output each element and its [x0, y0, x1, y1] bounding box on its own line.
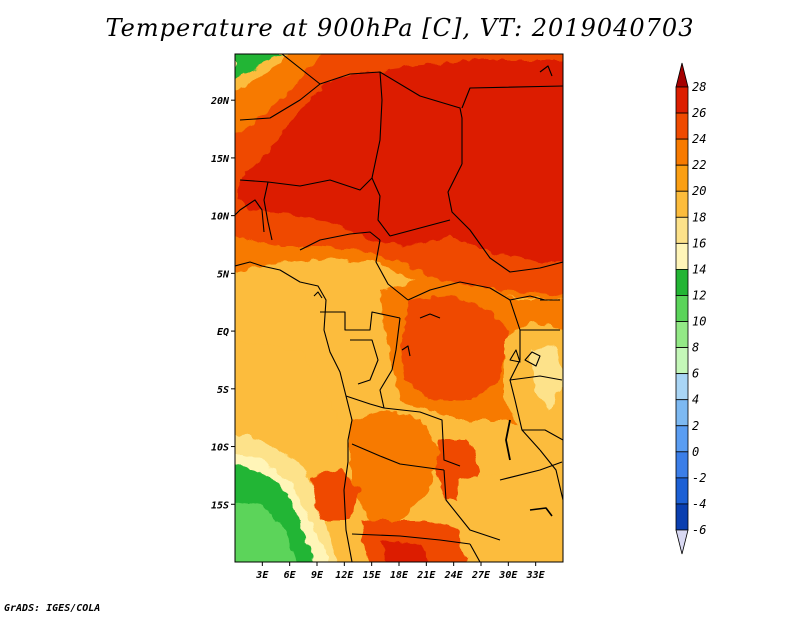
colorbar-label: 26	[692, 106, 706, 120]
colorbar-label: 22	[692, 158, 706, 172]
lat-tick-label: 10N	[211, 212, 230, 223]
colorbar-label: 20	[692, 184, 706, 198]
grads-credit: GrADS: IGES/COLA	[4, 603, 101, 614]
colorbar-swatch	[675, 112, 689, 140]
lon-tick-label: 6E	[284, 570, 297, 581]
lat-tick-label: 10S	[211, 443, 229, 454]
colorbar-swatch	[675, 321, 689, 348]
colorbar-swatch	[675, 269, 689, 296]
colorbar-swatch	[675, 477, 689, 505]
colorbar-swatch	[675, 190, 689, 218]
colorbar-bottom-triangle	[675, 529, 689, 555]
colorbar-swatch	[675, 86, 689, 114]
colorbar-label: -2	[692, 471, 706, 485]
colorbar-swatch	[675, 425, 689, 453]
colorbar-swatch	[675, 451, 689, 479]
lat-tick-label: EQ	[217, 327, 229, 338]
lat-tick-label: 5S	[217, 385, 229, 396]
colorbar-swatch	[675, 216, 689, 244]
colorbar-label: 24	[692, 132, 706, 146]
lon-tick-label: 18E	[390, 570, 409, 581]
longitude-axis: 3E 6E 9E 12E 15E 18E 21E 24E 27E 30E 33E	[255, 562, 546, 581]
colorbar-label: 12	[692, 288, 706, 302]
map-title: Temperature at 900hPa [C], VT: 201904070…	[105, 14, 695, 42]
colorbar-swatch	[675, 503, 689, 531]
colorbar-label: 10	[692, 315, 706, 329]
colorbar-label: 16	[692, 236, 706, 250]
colorbar-swatch	[675, 347, 689, 375]
colorbar-label: 4	[692, 393, 699, 407]
colorbar-swatch	[675, 399, 689, 427]
lon-tick-label: 12E	[335, 570, 354, 581]
colorbar-label: -6	[692, 523, 706, 537]
colorbar-swatch	[675, 373, 689, 401]
colorbar-label: 0	[692, 445, 699, 459]
colorbar-swatch	[675, 138, 689, 166]
lon-tick-label: 27E	[471, 570, 491, 581]
colorbar-swatch	[675, 242, 689, 270]
colorbar-swatch	[675, 295, 689, 322]
lat-tick-label: 20N	[210, 96, 230, 107]
lon-tick-label: 15E	[363, 570, 382, 581]
colorbar-label: 8	[692, 341, 699, 355]
lat-tick-label: 15S	[211, 500, 229, 511]
colorbar-top-triangle	[675, 62, 689, 88]
lat-tick-label: 5N	[217, 269, 230, 280]
latitude-axis: 20N 15N 10N 5N EQ 5S 10S 15S	[210, 96, 235, 511]
lon-tick-label: 9E	[311, 570, 324, 581]
temperature-field	[235, 54, 563, 562]
colorbar-label: 2	[692, 419, 699, 433]
lon-tick-label: 24E	[444, 570, 464, 581]
lon-tick-label: 3E	[255, 570, 269, 581]
country-borders	[235, 54, 563, 562]
colorbar-label: -4	[692, 497, 706, 511]
colorbar-label: 18	[692, 210, 706, 224]
lon-tick-label: 21E	[416, 570, 436, 581]
lon-tick-label: 30E	[498, 570, 518, 581]
lon-tick-label: 33E	[526, 570, 546, 581]
lat-tick-label: 15N	[211, 154, 230, 165]
colorbar-label: 14	[692, 262, 706, 276]
colorbar-label: 28	[692, 80, 706, 94]
colorbar-label: 6	[692, 367, 699, 381]
colorbar-swatch	[675, 164, 689, 192]
